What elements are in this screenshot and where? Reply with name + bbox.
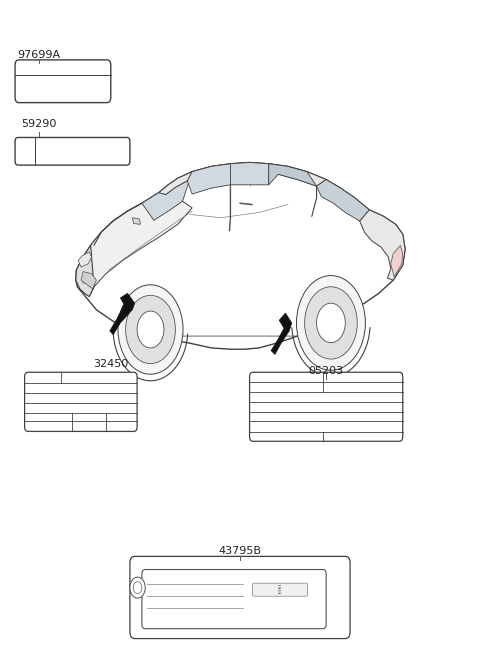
Polygon shape	[76, 245, 94, 297]
Polygon shape	[76, 163, 405, 349]
Circle shape	[126, 295, 175, 364]
Circle shape	[297, 275, 365, 370]
Text: 43795B: 43795B	[218, 546, 262, 556]
Polygon shape	[360, 210, 405, 280]
Polygon shape	[317, 179, 369, 221]
FancyBboxPatch shape	[250, 372, 403, 442]
Polygon shape	[81, 272, 96, 289]
Text: 59290: 59290	[21, 119, 57, 129]
Polygon shape	[158, 163, 326, 194]
Circle shape	[137, 311, 164, 348]
Polygon shape	[142, 172, 192, 220]
Circle shape	[133, 582, 142, 594]
Text: 32450: 32450	[93, 359, 128, 369]
Polygon shape	[391, 245, 403, 277]
FancyBboxPatch shape	[142, 569, 326, 629]
Polygon shape	[271, 313, 292, 355]
Text: 97699A: 97699A	[17, 50, 60, 60]
Polygon shape	[187, 164, 230, 194]
FancyBboxPatch shape	[24, 372, 137, 432]
FancyBboxPatch shape	[130, 556, 350, 639]
Circle shape	[305, 287, 357, 359]
FancyBboxPatch shape	[252, 583, 308, 596]
Text: 本規
格適: 本規 格適	[278, 585, 282, 594]
Circle shape	[118, 285, 183, 374]
Circle shape	[320, 298, 351, 341]
FancyBboxPatch shape	[15, 138, 130, 165]
Polygon shape	[78, 252, 92, 267]
Circle shape	[130, 577, 145, 598]
Polygon shape	[230, 163, 269, 185]
Polygon shape	[89, 192, 192, 297]
Circle shape	[317, 303, 345, 343]
FancyBboxPatch shape	[15, 60, 111, 103]
Polygon shape	[269, 164, 317, 186]
Text: 05203: 05203	[309, 366, 344, 376]
Polygon shape	[132, 217, 141, 224]
Polygon shape	[110, 293, 135, 335]
